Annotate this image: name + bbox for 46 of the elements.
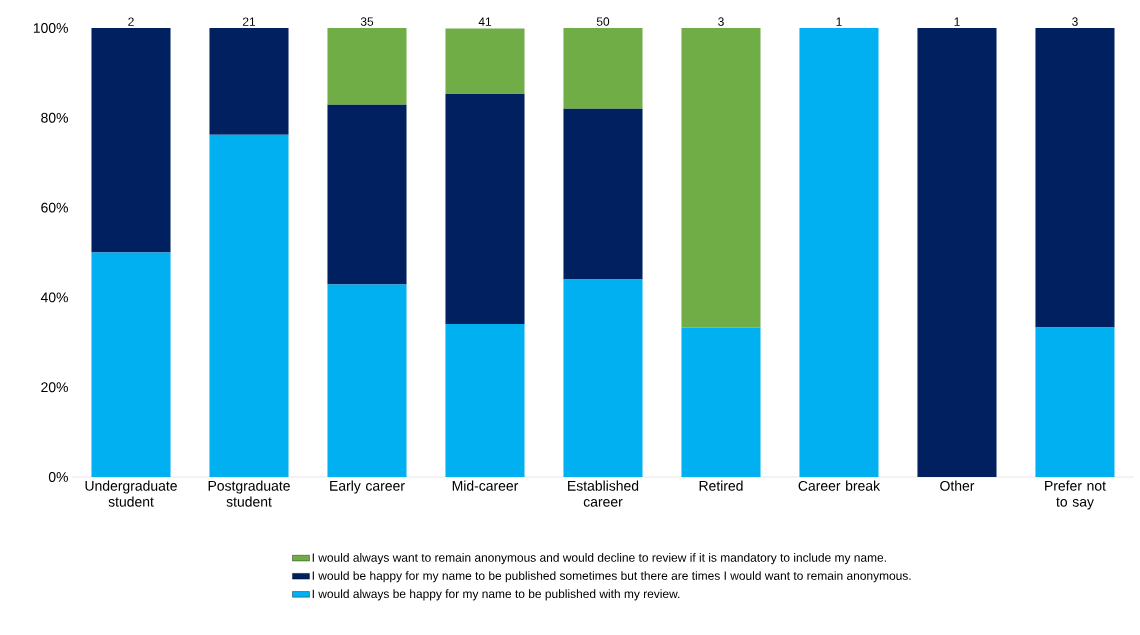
y-tick-label: 0% (48, 472, 68, 482)
annotation: 1 (836, 17, 842, 26)
bar (445, 94, 525, 324)
annotation: 1 (954, 17, 960, 26)
bar (681, 28, 761, 328)
x-tick-label: Established career (568, 480, 639, 507)
bar (327, 28, 407, 105)
legend-label: I would always be happy for my name to be published with my review. (312, 589, 680, 601)
annotation: 41 (478, 17, 492, 26)
y-tick-label: 100% (33, 23, 68, 33)
x-tick-label: Other (940, 480, 975, 491)
bar (209, 28, 289, 135)
bar (445, 323, 525, 477)
x-tick-label: Mid-career (452, 480, 519, 491)
x-tick-label: Postgraduate student (208, 480, 290, 507)
bar (681, 327, 761, 477)
annotation: 2 (128, 17, 134, 26)
bar (1035, 28, 1115, 328)
bar (445, 28, 525, 94)
annotation: 35 (360, 17, 374, 26)
bar (917, 28, 997, 477)
annotation: 3 (718, 17, 724, 26)
bar (91, 252, 171, 477)
bar (563, 279, 643, 477)
annotation: 21 (242, 17, 256, 26)
bar (327, 284, 407, 477)
bar (91, 28, 171, 253)
annotation: 50 (596, 17, 610, 26)
y-tick-label: 20% (41, 382, 68, 393)
legend-label: I would be happy for my name to be published sometimes but there are times I would want to remain anonymous. (312, 571, 911, 583)
x-tick-label: Retired (699, 480, 743, 491)
bar (563, 108, 643, 280)
x-tick-label: Prefer not to say (1045, 480, 1106, 510)
annotation: 3 (1072, 17, 1078, 26)
bar (799, 28, 879, 477)
y-tick-label: 40% (40, 292, 68, 303)
x-tick-label: Career break (798, 480, 881, 491)
bar (1035, 327, 1115, 477)
bar (563, 28, 643, 109)
legend-label: I would always want to remain anonymous and would decline to review if it is mandatory to include my name. (312, 553, 886, 565)
x-tick-label: Undergraduate student (85, 480, 177, 507)
x-tick-label: Early career (330, 480, 405, 494)
y-tick-label: 60% (41, 202, 68, 213)
y-tick-label: 80% (41, 112, 68, 123)
bar (209, 134, 289, 477)
bar (327, 104, 407, 285)
